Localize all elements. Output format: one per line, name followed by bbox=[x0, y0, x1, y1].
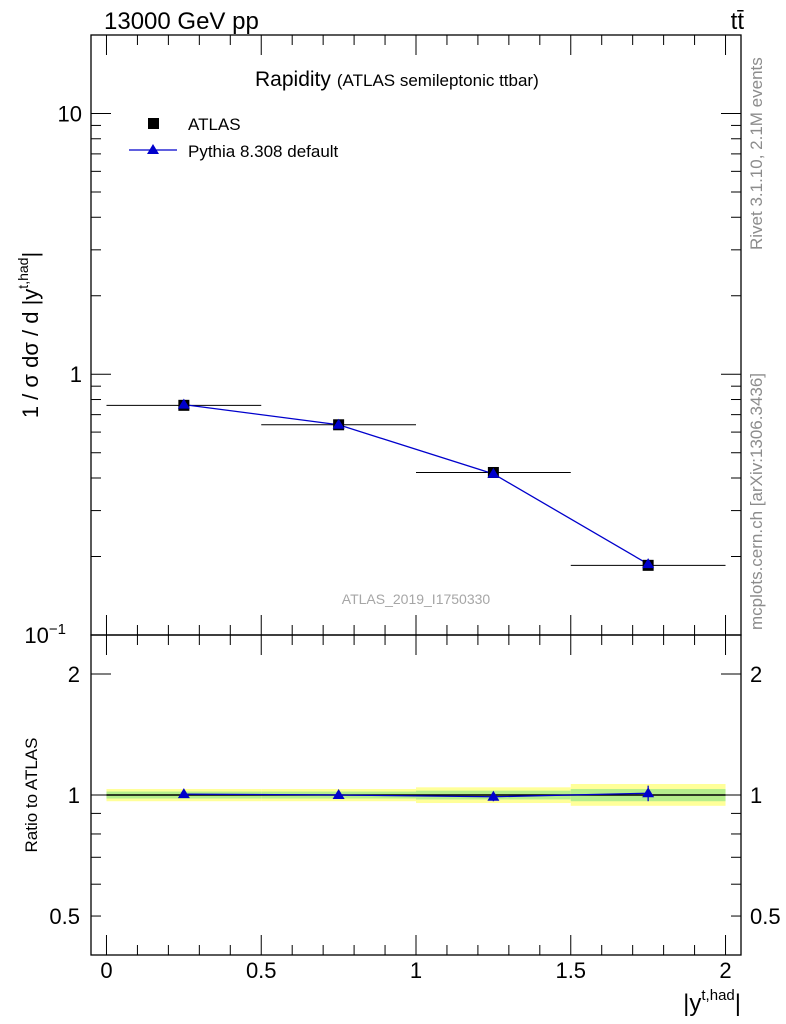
x-axis-label: |yt,had| bbox=[683, 987, 741, 1017]
main-ylabel: 1 / σ dσ / d |yt,had| bbox=[15, 252, 43, 418]
ratio-pythia-point bbox=[332, 789, 345, 799]
main-title: Rapidity (ATLAS semileptonic ttbar) bbox=[255, 68, 539, 91]
legend: ATLAS Pythia 8.308 default bbox=[129, 115, 339, 161]
pythia-point bbox=[332, 418, 345, 429]
main-ylabel-end: | bbox=[18, 252, 43, 258]
ratio-plot-panel: 2 2 1 1 0.5 0.5 0 0.5 1 1.5 2 Ratio to ATLAS |yt,h… bbox=[22, 634, 781, 1017]
ratio-axis-ticks: 2 2 1 1 0.5 0.5 0 0.5 1 1.5 2 bbox=[49, 635, 781, 983]
ratio-uncertainty-bands bbox=[106, 784, 726, 806]
x-axis-label-end: | bbox=[735, 990, 741, 1017]
ratio-y-tick-label: 1 bbox=[68, 783, 80, 808]
main-y-tick-label: 1 bbox=[70, 362, 82, 387]
x-tick-label: 0.5 bbox=[246, 958, 277, 983]
legend-pythia-marker bbox=[147, 144, 159, 154]
legend-pythia-label: Pythia 8.308 default bbox=[188, 142, 339, 161]
main-title-text: Rapidity bbox=[255, 68, 331, 91]
pythia-point bbox=[642, 558, 655, 569]
ratio-plot-data bbox=[177, 785, 655, 802]
x-tick-label: 2 bbox=[719, 958, 731, 983]
pythia-line bbox=[183, 403, 649, 565]
main-y-tick-exp: −1 bbox=[49, 621, 66, 638]
ratio-pythia-point bbox=[177, 788, 190, 799]
rivet-label: Rivet 3.1.10, 2.1M events bbox=[747, 57, 766, 250]
main-y-tick-label: 10 bbox=[58, 101, 82, 126]
main-y-tick-base: 10 bbox=[24, 623, 48, 648]
pythia-point bbox=[177, 398, 190, 409]
legend-atlas-marker bbox=[148, 118, 159, 129]
ratio-y-tick-label-right: 0.5 bbox=[750, 904, 781, 929]
ratio-y-tick-label: 2 bbox=[68, 662, 80, 687]
main-plot-data bbox=[106, 398, 726, 571]
main-watermark: ATLAS_2019_I1750330 bbox=[342, 591, 491, 607]
header-right: tt̄ bbox=[731, 8, 745, 35]
ratio-pythia-point bbox=[487, 790, 500, 801]
x-tick-label: 1.5 bbox=[555, 958, 586, 983]
x-tick-label: 1 bbox=[410, 958, 422, 983]
ratio-frame bbox=[90, 634, 742, 956]
header-left: 13000 GeV pp bbox=[104, 8, 259, 35]
mcplots-label: mcplots.cern.ch [arXiv:1306.3436] bbox=[747, 373, 766, 630]
x-axis-label-sup: t,had bbox=[701, 987, 734, 1004]
main-y-tick-label: 10−1 bbox=[24, 621, 66, 648]
ratio-y-tick-label-right: 2 bbox=[750, 662, 762, 687]
x-tick-label: 0 bbox=[100, 958, 112, 983]
ratio-ylabel: Ratio to ATLAS bbox=[22, 738, 41, 853]
ratio-y-tick-label: 0.5 bbox=[49, 904, 80, 929]
legend-atlas-label: ATLAS bbox=[188, 115, 241, 134]
main-subtitle-text: (ATLAS semileptonic ttbar) bbox=[337, 71, 539, 90]
ratio-pythia-point bbox=[642, 787, 655, 798]
ratio-pythia-line bbox=[183, 792, 649, 798]
main-ylabel-sup: t,had bbox=[15, 258, 31, 289]
pythia-point bbox=[487, 467, 500, 478]
ratio-y-tick-label-right: 1 bbox=[750, 783, 762, 808]
